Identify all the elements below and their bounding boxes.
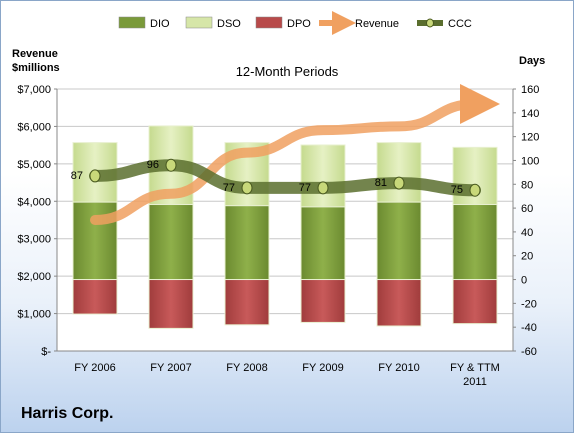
- ccc-point: [89, 169, 101, 183]
- bar-dio: [452, 204, 498, 281]
- x-tick-label: FY 2010: [378, 362, 419, 374]
- plot-area: [56, 88, 514, 352]
- right-tick-label: 0: [521, 275, 527, 287]
- ccc-data-label: 75: [451, 184, 463, 196]
- bar-dio: [224, 205, 270, 281]
- bar-dso: [300, 144, 346, 208]
- right-tick-label: 80: [521, 179, 533, 191]
- left-tick-label: $1,000: [17, 309, 51, 321]
- left-tick-label: $2,000: [17, 271, 51, 283]
- x-tick-label: FY & TTM: [450, 362, 500, 374]
- right-tick-label: -20: [521, 298, 537, 310]
- bar-dpo: [224, 279, 270, 326]
- bar-dso: [376, 142, 422, 203]
- left-tick-label: $3,000: [17, 234, 51, 246]
- ccc-data-label: 77: [299, 182, 311, 194]
- left-tick-label: $7,000: [17, 84, 51, 96]
- legend-swatch-dpo: [255, 16, 283, 29]
- bar-dio: [300, 206, 346, 281]
- legend-label-ccc: CCC: [448, 18, 472, 30]
- right-tick-label: 60: [521, 203, 533, 215]
- x-tick-label: FY 2007: [150, 362, 191, 374]
- legend-swatch-dio: [118, 16, 146, 29]
- x-tick-label: FY 2008: [226, 362, 267, 374]
- right-tick-label: 20: [521, 251, 533, 263]
- left-tick-label: $5,000: [17, 159, 51, 171]
- x-tick-label: 2011: [463, 376, 487, 388]
- right-axis-title: Days: [519, 55, 545, 67]
- right-tick-label: 40: [521, 227, 533, 239]
- right-tick-label: 100: [521, 155, 539, 167]
- bar-dpo: [72, 279, 118, 315]
- left-axis-title: Revenue: [12, 48, 58, 60]
- ccc-data-label: 96: [147, 159, 159, 171]
- ccc-point: [241, 181, 253, 195]
- x-tick-label: FY 2009: [302, 362, 343, 374]
- legend-label-dso: DSO: [217, 18, 241, 30]
- right-tick-label: 140: [521, 108, 539, 120]
- bar-dio: [376, 201, 422, 281]
- ccc-point: [469, 183, 481, 197]
- revenue-arrow: [90, 83, 500, 225]
- bar-dpo: [300, 279, 346, 323]
- ccc-line: [89, 159, 481, 197]
- right-tick-label: -40: [521, 322, 537, 334]
- bar-dpo: [148, 279, 194, 329]
- bar-dio: [148, 204, 194, 281]
- company-name: Harris Corp.: [21, 405, 114, 422]
- bar-dpo: [452, 279, 498, 325]
- ccc-point: [165, 158, 177, 172]
- legend-swatch-dso: [185, 16, 213, 29]
- legend-marker-ccc: [426, 18, 434, 28]
- ccc-data-label: 87: [71, 170, 83, 182]
- right-tick-label: 160: [521, 84, 539, 96]
- ccc-data-label: 81: [375, 177, 387, 189]
- legend-label-dio: DIO: [150, 18, 170, 30]
- ccc-point: [317, 181, 329, 195]
- left-tick-label: $6,000: [17, 121, 51, 133]
- right-tick-label: -60: [521, 346, 537, 358]
- left-axis-title-units: $millions: [12, 62, 60, 74]
- left-tick-label: $4,000: [17, 196, 51, 208]
- bar-dpo: [376, 279, 422, 327]
- legend-label-revenue: Revenue: [355, 18, 399, 30]
- ccc-data-label: 77: [223, 182, 235, 194]
- ccc-point: [393, 176, 405, 190]
- chart-title: 12-Month Periods: [236, 64, 339, 79]
- legend-label-dpo: DPO: [287, 18, 311, 30]
- right-tick-label: 120: [521, 132, 539, 144]
- left-tick-label: $-: [41, 346, 51, 358]
- x-tick-label: FY 2006: [74, 362, 115, 374]
